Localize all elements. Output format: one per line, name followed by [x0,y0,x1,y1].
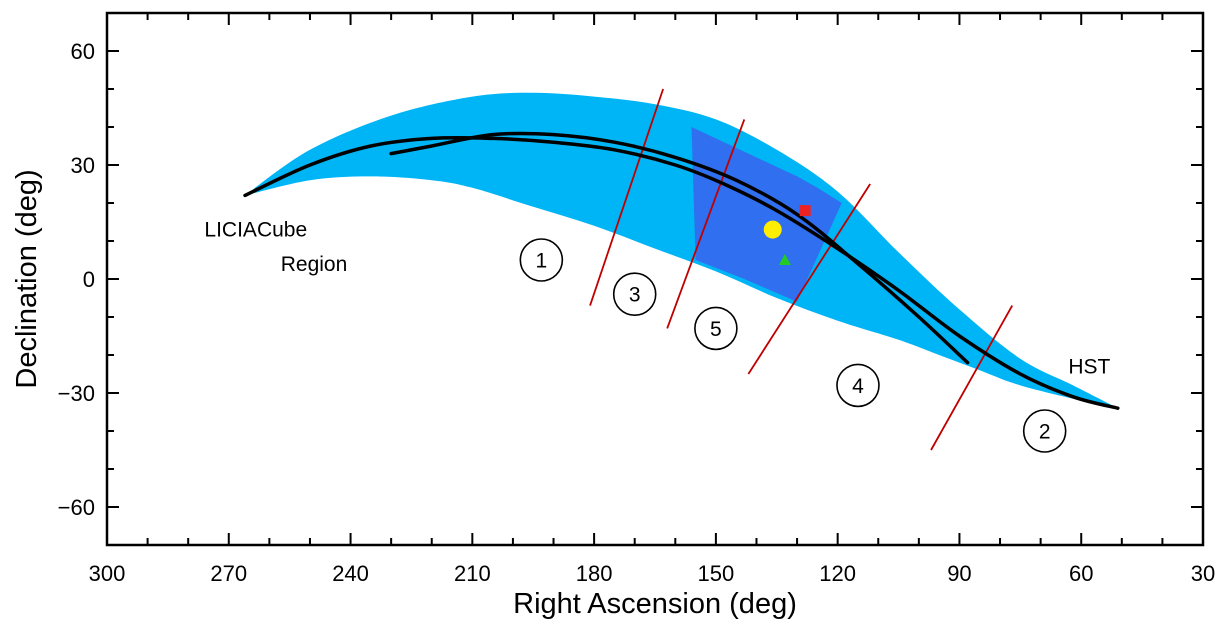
x-tick-label: 90 [947,561,971,586]
region-boundary-line [589,88,664,306]
x-tick-label: 300 [89,561,126,586]
y-tick-label: 30 [71,153,95,178]
region-label: Region [281,253,348,276]
triangle-marker [778,254,791,265]
x-tick-label: 60 [1069,561,1093,586]
end-label: HST [1068,355,1110,378]
annotations: LICIACube HST Region [204,219,1110,379]
highlight-region [691,127,842,302]
x-axis-label: Right Ascension (deg) [513,588,797,620]
x-tick-label: 180 [576,561,613,586]
region-number: 3 [629,284,641,307]
region-boundary-line [747,183,871,375]
y-tick-label: −60 [58,495,95,520]
x-tick-label: 120 [819,561,856,586]
plot-frame [105,11,1205,547]
region-number-circle [1022,409,1067,453]
region-number: 1 [535,250,547,273]
axis-ticks [106,13,1204,545]
region-number-circle [612,272,657,317]
region-number-circle [836,363,880,408]
region-number: 5 [710,318,722,341]
track-line-secondary [389,131,970,365]
plot-content [243,88,1120,451]
x-tick-label: 270 [210,561,247,586]
track-line-primary [243,135,1120,410]
region-boundary-line [666,119,746,329]
x-tick-label: 240 [332,561,369,586]
y-tick-label: −30 [58,381,95,406]
y-tick-label: 60 [71,39,95,64]
region-boundary-line [930,305,1013,451]
x-tick-label: 150 [698,561,735,586]
region-number: 4 [852,375,864,398]
region-number: 2 [1039,421,1051,444]
start-label: LICIACube [204,219,307,242]
region-number-circle [519,238,564,282]
y-tick-label: 0 [83,267,95,292]
y-axis-label: Declination (deg) [11,169,43,388]
region-number-circle [694,306,738,351]
x-tick-label: 30 [1191,561,1215,586]
visibility-band [245,92,1118,409]
x-tick-label: 210 [454,561,491,586]
circle-marker [763,220,782,239]
region-numbers: 1 3 5 4 2 [519,238,1067,453]
square-marker [799,205,811,217]
